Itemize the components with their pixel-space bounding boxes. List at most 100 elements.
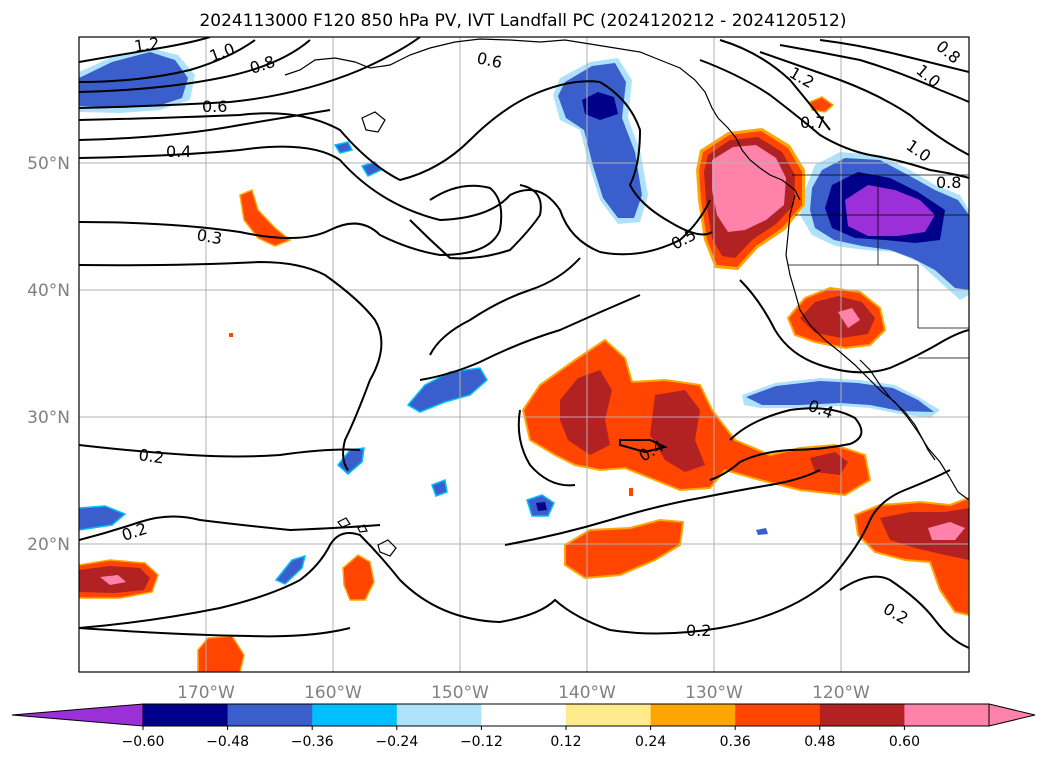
longitude-label: 140°W [558, 683, 616, 703]
warm-blob-southeast-core [928, 522, 965, 540]
latitude-label: 30°N [27, 408, 70, 428]
warm-blob-southeast-mid [880, 508, 969, 560]
contour-mid-loop [429, 257, 581, 356]
colorbar-tick-label: −0.36 [291, 734, 334, 750]
contour-1-2-top [79, 37, 211, 63]
gridlines [79, 37, 969, 672]
contour-1-0 [79, 39, 256, 83]
contour-0-8-east [819, 39, 969, 73]
contour-0-7 [699, 59, 969, 179]
colorbar-tick-label: −0.12 [460, 734, 503, 750]
latitude-label: 20°N [27, 535, 70, 555]
contour-label: 0.7 [800, 113, 825, 132]
blue-blob-west-edge [79, 505, 127, 531]
contour-label: 0.6 [202, 97, 227, 116]
warm-blob-northeast-small [809, 96, 835, 113]
colorbar-segment [566, 704, 652, 726]
warm-blob-lower [564, 518, 685, 580]
contour-0-3 [79, 184, 503, 257]
contour-1-0-east [759, 51, 969, 156]
colorbar-segment [650, 704, 736, 726]
contour-0-4-central-2 [517, 409, 576, 487]
latitude-label: 50°N [27, 154, 70, 174]
blue-blob-gulf-alaska-core [582, 92, 618, 120]
contour-label: 0.2 [137, 445, 165, 467]
blue-blob-mid-pacific-1 [406, 367, 488, 413]
blue-blob-small-6 [756, 528, 768, 535]
contour-0-4-east-loop [709, 407, 863, 481]
blue-blob-mid-pacific-2 [336, 447, 365, 475]
state-borders [788, 174, 969, 359]
colorbar-segment [312, 704, 398, 726]
contour-0-4 [79, 109, 331, 141]
warm-blob-california-mid [800, 296, 875, 338]
colorbar-tick-label: −0.48 [206, 734, 249, 750]
warm-dot-1 [229, 333, 233, 337]
coastline-baja [859, 359, 936, 461]
warm-blob-west-edge-core [100, 575, 126, 585]
colorbar-tick-label: 0.60 [889, 734, 920, 750]
latitude-label: 40°N [27, 281, 70, 301]
colorbar-segment [735, 704, 821, 726]
warm-blob-central-pacific-mid-1 [560, 370, 612, 455]
colorbar-tick-label: 0.48 [804, 734, 835, 750]
contour-mid-lower [419, 294, 641, 381]
longitude-label: 160°W [304, 683, 362, 703]
coastline-southeast-alaska [717, 117, 801, 201]
warm-blob-bottom [197, 635, 245, 672]
contour-0-6-loop [79, 80, 601, 182]
blue-blob-gulf-alaska-mid [558, 63, 642, 218]
colorbar-segment [819, 704, 905, 726]
warm-blob-central-pacific-mid-2 [650, 390, 705, 472]
contour-label: 0.3 [195, 225, 223, 248]
coastline-alaska [284, 38, 719, 119]
longitude-labels: 170°W 160°W 150°W 140°W 130°W 120°W [177, 683, 870, 703]
colorbar-segment [481, 704, 567, 726]
contour-label: 0.8 [936, 173, 961, 192]
contour-0-6-west [79, 37, 421, 109]
contour-0-4-east-outer [739, 279, 969, 374]
contour-0-5 [599, 81, 713, 236]
blue-blob-baja-core [746, 381, 934, 412]
contour-east-outer [719, 39, 831, 131]
warm-blob-california-core [838, 308, 860, 328]
contour-0-3-inner [79, 260, 383, 471]
map-area: 1.2 1.0 0.8 0.6 0.4 0.3 0.2 0.2 0.6 0.5 … [79, 34, 969, 672]
map-background [79, 37, 969, 672]
negative-anomaly-fills [79, 48, 969, 585]
longitude-label: 170°W [177, 683, 235, 703]
colorbar-tick-labels: −0.60 −0.48 −0.36 −0.24 −0.12 0.12 0.24 0.36 0.4… [122, 734, 920, 750]
map-frame [78, 36, 970, 673]
contour-label: 1.2 [133, 34, 161, 56]
blue-blob-mid-pacific-3 [431, 478, 448, 497]
warm-dot-2 [629, 488, 633, 496]
colorbar-arrow-left [11, 703, 144, 727]
pv-contours [79, 37, 969, 649]
contour-1-2-east [779, 44, 969, 103]
contour-label: 0.2 [686, 621, 711, 640]
warm-blob-west-2 [342, 554, 375, 601]
latitude-labels: 50°N 40°N 30°N 20°N [27, 154, 70, 555]
warm-blob-west-1 [239, 188, 292, 247]
colorbar [11, 703, 1036, 730]
contour-0-4-low [79, 145, 711, 256]
contour-label: 0.4 [166, 142, 191, 161]
contour-0-2-southeast [839, 575, 969, 649]
colorbar-segment [143, 704, 229, 726]
colorbar-tick-label: 0.24 [635, 734, 666, 750]
contour-label: 0.6 [475, 48, 504, 72]
colorbar-segment [904, 704, 990, 726]
coastline-hawaii-1 [377, 539, 397, 557]
longitude-label: 150°W [431, 683, 489, 703]
coastline-west-coast [785, 194, 969, 501]
contour-0-4-small [619, 439, 668, 454]
coastline-hawaii-2 [337, 517, 351, 528]
contour-0-2-mid [79, 515, 381, 541]
colorbar-tick-label: 0.12 [550, 734, 581, 750]
colorbar-segment [396, 704, 482, 726]
coastlines [284, 38, 969, 557]
contour-pacific-loop [409, 184, 542, 260]
contour-0-2-bottom-2 [79, 627, 351, 638]
